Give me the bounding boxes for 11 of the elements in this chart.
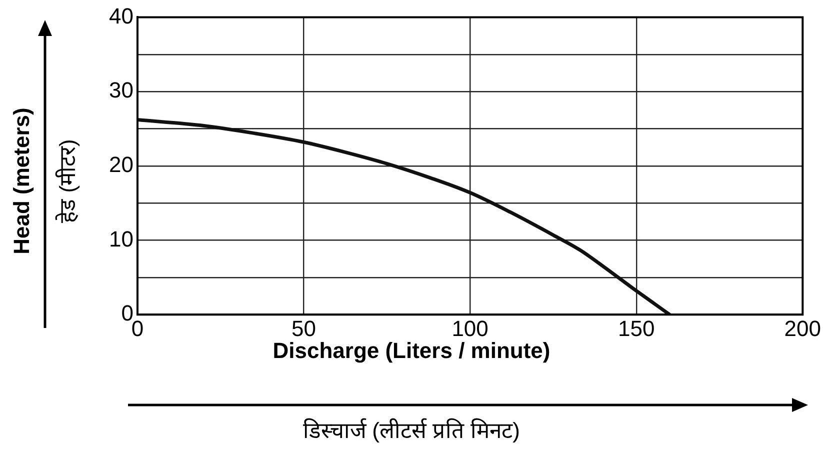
x-tick-label: 50 (292, 316, 316, 341)
x-tick-label: 200 (784, 316, 822, 341)
y-tick-label: 10 (108, 226, 134, 252)
y-tick-label: 40 (108, 3, 134, 28)
y-tick-label: 30 (108, 78, 134, 103)
y-tick-label: 20 (108, 152, 134, 177)
line-series (137, 118, 672, 315)
x-tick-label: 150 (618, 316, 655, 341)
y-axis-title: Head (meters) हेड (मीटर) (9, 106, 81, 256)
x-tick-label: 100 (452, 316, 488, 341)
text: Discharge (Liters / minute) डिस्चार्ज (लीटर्स प्रति मिनट) (272, 338, 550, 443)
